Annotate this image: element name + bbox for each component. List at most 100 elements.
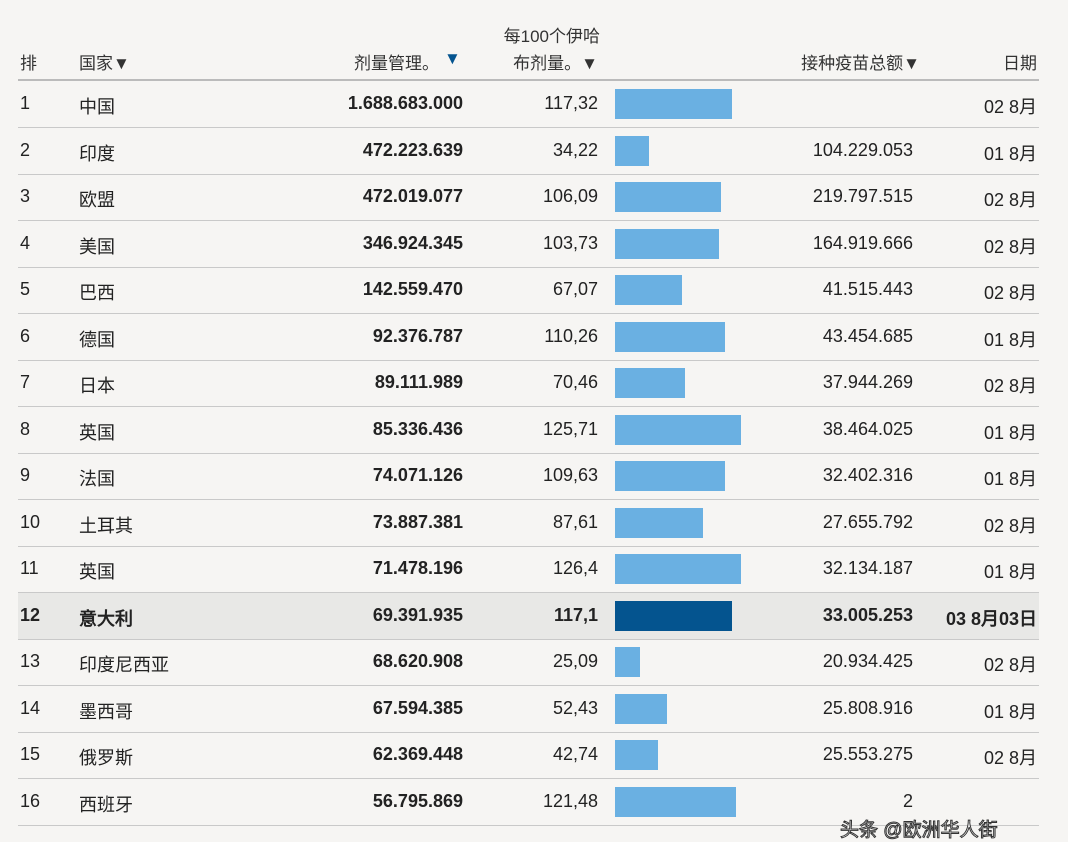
header-per100-line2[interactable]: 布剂量。▼ [513,54,598,73]
country-cell: 意大利 [79,608,133,629]
per100-bar [615,368,686,398]
per100-bar [615,414,741,445]
rank-cell: 12 [20,604,41,625]
date-cell: 02 8月 [983,190,1037,210]
per100-cell: 106,09 [542,186,598,206]
doses-cell: 142.559.470 [362,279,463,299]
header-rank[interactable]: 排 [20,54,37,73]
header-divider [18,79,1039,81]
per100-cell: 70,46 [552,372,598,392]
rank-cell: 3 [20,186,31,206]
per100-cell: 103,73 [542,232,598,253]
per100-bar [615,786,737,817]
header-doses[interactable]: 剂量管理。 [354,54,439,73]
doses-cell: 89.111.989 [374,372,463,392]
per100-bar [615,135,650,166]
country-cell: 欧盟 [79,190,115,210]
per100-bar [615,461,725,491]
per100-bar [615,740,658,770]
total-cell: 27.655.792 [822,511,913,532]
country-cell: 巴西 [79,283,115,303]
country-cell: 法国 [79,469,115,489]
table-row[interactable]: 12 意大利 69.391.935 117,1 33.005.253 03 8月03日 [18,592,1039,640]
total-cell: 41.515.443 [822,279,913,299]
header-total[interactable]: 接种疫苗总额▼ [801,54,920,73]
total-cell: 2 [902,790,913,811]
total-cell: 32.134.187 [822,558,913,578]
date-cell: 01 8月 [983,562,1037,582]
doses-cell: 92.376.787 [372,325,463,346]
per100-bar [615,275,683,305]
country-cell: 英国 [79,562,115,582]
table-row[interactable]: 4 美国 346.924.345 103,73 164.919.666 02 8月 [18,221,1039,268]
doses-cell: 1.688.683.000 [347,93,463,113]
per100-cell: 121,48 [542,790,598,811]
rank-cell: 9 [20,465,31,485]
date-cell: 03 8月03日 [945,608,1037,629]
header-date: 日期 [1003,54,1037,73]
date-cell: 01 8月 [983,329,1037,350]
table-row[interactable]: 10 土耳其 73.887.381 87,61 27.655.792 02 8月 [18,500,1039,547]
header-per100-line1[interactable]: 每100个伊哈 [503,27,600,46]
total-cell: 20.934.425 [822,651,913,671]
doses-cell: 56.795.869 [372,790,463,811]
table-row[interactable]: 16 西班牙 56.795.869 121,48 2 [18,779,1039,826]
rank-cell: 11 [20,558,39,578]
per100-bar [615,554,742,584]
header-country[interactable]: 国家▼ [79,54,130,73]
doses-cell: 472.019.077 [362,186,463,206]
per100-bar [615,228,719,259]
per100-bar [615,647,641,677]
per100-cell: 42,74 [552,744,598,764]
doses-cell: 346.924.345 [362,232,463,253]
table-row[interactable]: 3 欧盟 472.019.077 106,09 219.797.515 02 8月 [18,174,1039,222]
table-row[interactable]: 11 英国 71.478.196 126,4 32.134.187 01 8月 [18,546,1039,594]
per100-cell: 125,71 [542,418,598,439]
table-row[interactable]: 1 中国 1.688.683.000 117,32 02 8月 [18,81,1039,129]
per100-cell: 52,43 [552,697,598,718]
rank-cell: 15 [20,744,41,764]
country-cell: 日本 [79,376,115,396]
country-cell: 俄罗斯 [79,748,133,768]
table-row[interactable]: 14 墨西哥 67.594.385 52,43 25.808.916 01 8月 [18,686,1039,733]
country-cell: 美国 [79,236,115,257]
table-row[interactable]: 7 日本 89.111.989 70,46 37.944.269 02 8月 [18,360,1039,408]
doses-cell: 74.071.126 [372,465,463,485]
date-cell: 01 8月 [983,701,1037,722]
per100-cell: 67,07 [552,279,598,299]
country-cell: 印度 [79,143,115,164]
table-row[interactable]: 13 印度尼西亚 68.620.908 25,09 20.934.425 02 8月 [18,639,1039,687]
rank-cell: 13 [20,651,41,671]
per100-cell: 87,61 [552,511,598,532]
rank-cell: 6 [20,325,31,346]
date-cell: 02 8月 [983,655,1037,675]
country-cell: 墨西哥 [79,701,133,722]
country-cell: 德国 [79,329,115,350]
doses-cell: 73.887.381 [372,511,463,532]
per100-bar [615,693,668,724]
table-row[interactable]: 2 印度 472.223.639 34,22 104.229.053 01 8月 [18,128,1039,175]
doses-cell: 68.620.908 [372,651,463,671]
table-header: 排 国家▼ 剂量管理。 ▼ 每100个伊哈 布剂量。▼ 接种疫苗总额▼ 日期 [0,0,1068,80]
sort-desc-icon[interactable]: ▼ [444,49,461,68]
rank-cell: 2 [20,139,31,160]
date-cell: 01 8月 [983,422,1037,443]
table-row[interactable]: 15 俄罗斯 62.369.448 42,74 25.553.275 02 8月 [18,732,1039,780]
date-cell: 02 8月 [983,236,1037,257]
total-cell: 25.553.275 [822,744,913,764]
date-cell: 01 8月 [983,469,1037,489]
table-row[interactable]: 5 巴西 142.559.470 67,07 41.515.443 02 8月 [18,267,1039,315]
table-row[interactable]: 8 英国 85.336.436 125,71 38.464.025 01 8月 [18,407,1039,454]
table-row[interactable]: 9 法国 74.071.126 109,63 32.402.316 01 8月 [18,453,1039,501]
total-cell: 104.229.053 [812,139,913,160]
per100-bar [615,507,703,538]
per100-cell: 126,4 [552,558,598,578]
table-row[interactable]: 6 德国 92.376.787 110,26 43.454.685 01 8月 [18,314,1039,361]
date-cell: 02 8月 [983,748,1037,768]
per100-bar [615,182,722,212]
total-cell: 33.005.253 [822,604,913,625]
total-cell: 38.464.025 [822,418,913,439]
rank-cell: 8 [20,418,31,439]
total-cell: 32.402.316 [822,465,913,485]
country-cell: 中国 [79,97,115,117]
